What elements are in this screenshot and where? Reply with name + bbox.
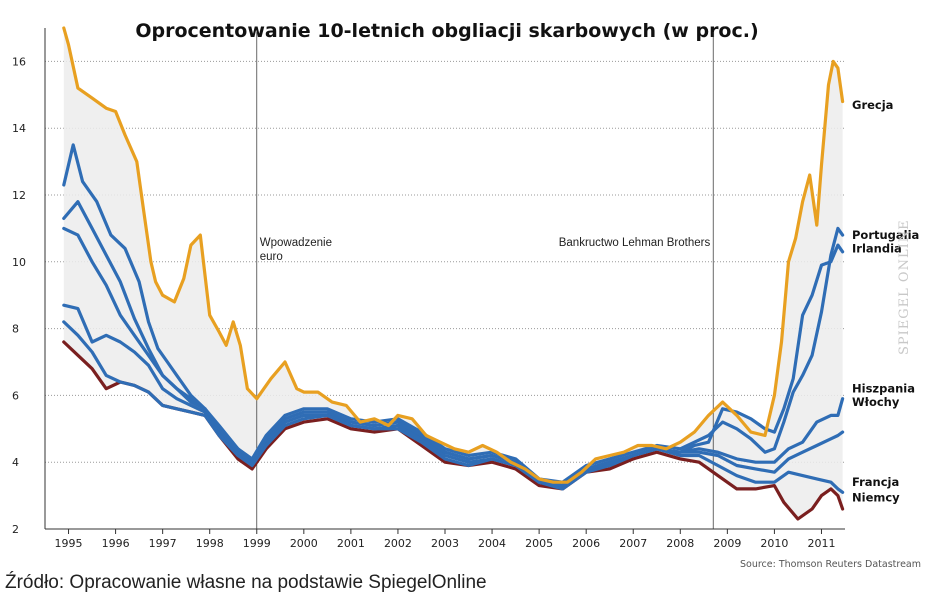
source-note: Source: Thomson Reuters Datastream bbox=[740, 559, 921, 570]
x-tick-label: 1997 bbox=[149, 537, 177, 550]
spiegel-watermark: SPIEGEL ONLINE bbox=[897, 219, 912, 355]
bond-yield-chart: Oprocentowanie 10-letnich obgliacji skar… bbox=[12, 20, 921, 570]
x-tick-label: 1999 bbox=[243, 537, 271, 550]
x-tick-label: 2010 bbox=[760, 537, 788, 550]
series-label: Hiszpania bbox=[852, 382, 915, 396]
series-line-2 bbox=[62, 200, 845, 488]
x-tick-label: 1996 bbox=[102, 537, 130, 550]
x-tick-label: 1998 bbox=[196, 537, 224, 550]
series-lines bbox=[62, 26, 845, 521]
y-tick-labels: 2 4 6 8 10 12 14 16 bbox=[12, 55, 26, 536]
y-tick-label: 14 bbox=[12, 122, 26, 135]
x-tick-label: 2004 bbox=[478, 537, 506, 550]
x-tick-label: 2003 bbox=[431, 537, 459, 550]
series-label: Irlandia bbox=[852, 241, 902, 255]
y-tick-label: 6 bbox=[12, 389, 19, 402]
x-tick-label: 2007 bbox=[619, 537, 647, 550]
annotations: Wpowadzenie euro Bankructwo Lehman Brother… bbox=[260, 237, 711, 263]
series-label: Włochy bbox=[852, 395, 900, 409]
axes bbox=[44, 28, 845, 534]
series-label: Portugalia bbox=[852, 228, 919, 242]
x-tick-label: 1995 bbox=[55, 537, 83, 550]
caption: Źródło: Opracowanie własne na podstawie … bbox=[5, 572, 487, 593]
series-label: Francja bbox=[852, 475, 899, 489]
y-tick-label: 4 bbox=[12, 456, 19, 469]
x-tick-label: 2001 bbox=[337, 537, 365, 550]
x-tick-label: 2005 bbox=[525, 537, 553, 550]
event-lines bbox=[256, 32, 714, 529]
series-label: Niemcy bbox=[852, 490, 900, 504]
x-tick-label: 2006 bbox=[572, 537, 600, 550]
series-line-1 bbox=[62, 143, 845, 484]
y-tick-label: 16 bbox=[12, 55, 26, 68]
series-label: Grecja bbox=[852, 98, 893, 112]
annotation-text: Wpowadzenie bbox=[260, 237, 332, 249]
y-tick-label: 10 bbox=[12, 256, 26, 269]
x-tick-label: 2009 bbox=[713, 537, 741, 550]
x-tick-labels: 1995 1996 1997 1998 1999 2000 2001 2002 2003 2004… bbox=[55, 537, 836, 550]
x-tick-label: 2000 bbox=[290, 537, 318, 550]
x-tick-label: 2002 bbox=[384, 537, 412, 550]
chart-title: Oprocentowanie 10-letnich obgliacji skar… bbox=[135, 20, 758, 42]
series-line-0 bbox=[62, 26, 845, 484]
series-line-5 bbox=[62, 320, 845, 494]
y-tick-label: 12 bbox=[12, 189, 26, 202]
series-line-4 bbox=[62, 303, 845, 488]
y-tick-label: 2 bbox=[12, 523, 19, 536]
spread-band bbox=[63, 28, 843, 519]
y-tick-label: 8 bbox=[12, 323, 19, 336]
x-tick-label: 2008 bbox=[666, 537, 694, 550]
annotation-text: Bankructwo Lehman Brothers bbox=[559, 237, 711, 249]
annotation-text: euro bbox=[260, 251, 283, 263]
x-tick-label: 2011 bbox=[807, 537, 835, 550]
